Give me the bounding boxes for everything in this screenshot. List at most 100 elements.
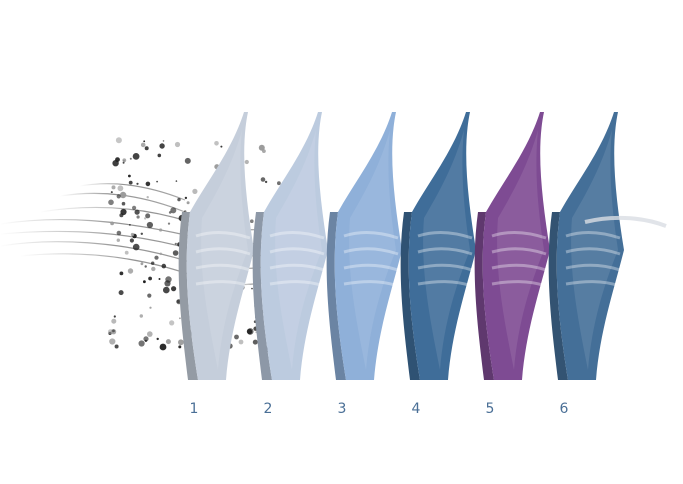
dust-particle [156,337,159,341]
dust-particle [127,174,131,178]
dust-particle [169,320,175,326]
dust-particle [119,213,124,218]
dust-particle [128,180,133,185]
dust-particle [262,149,266,154]
dust-particle [118,290,124,296]
layer-number-1: 1 [189,401,199,417]
dust-particle [116,194,121,199]
dust-particle [122,161,125,164]
dust-particle [184,157,191,164]
dust-particle [277,181,281,186]
clean-air-stream [584,215,667,228]
dust-particle [184,196,188,200]
dust-particle [145,213,151,219]
dust-particle [159,228,163,232]
layer-airflow [417,230,473,288]
dust-particle [144,265,147,268]
dust-particle [157,153,162,158]
dust-particle [220,145,223,148]
dust-particle [149,306,152,309]
dust-particle [146,196,149,199]
layer-number-3: 3 [337,401,347,417]
dust-particle [108,199,114,206]
dust-particle [136,182,139,185]
layer-number-6: 6 [559,401,569,417]
dust-particle [143,280,146,284]
layer-edge [400,212,420,380]
dust-particle [164,280,171,287]
layer-highlight [571,130,618,370]
layer-number-4: 4 [411,401,421,417]
dust-particle [174,242,177,245]
dust-particle [151,261,155,265]
layer-airflow [565,230,621,288]
dust-particle [162,140,165,142]
dust-particle [148,276,153,281]
dust-particle [144,146,149,151]
filter-layer-4 [400,112,476,380]
layer-highlight [497,130,544,370]
layer-highlight [349,130,396,370]
dust-particle [143,140,146,143]
layer-edge [252,212,272,380]
dust-particle [177,197,181,202]
dust-particle [117,185,124,192]
dust-particle [244,159,249,165]
dust-particle [124,250,129,255]
dust-particle [138,340,145,347]
dust-particle [178,339,184,346]
layer-edge [326,212,346,380]
dust-particle [214,141,219,146]
layer-number-5: 5 [485,401,495,417]
dust-particle [147,293,152,298]
dust-particle [154,255,159,260]
dust-particle [158,278,161,280]
dust-particle [163,286,170,294]
dust-particle [134,209,140,215]
dust-particle [119,191,127,199]
dust-particle [238,339,244,345]
dust-particle [159,143,165,149]
layer-airflow [343,230,399,288]
dust-particle [110,191,113,194]
dust-particle [156,180,159,183]
dust-particle [159,252,163,256]
dust-particle [145,181,151,187]
dust-particle [161,263,167,269]
dust-particle [112,329,115,333]
layer-airflow [269,230,325,288]
dust-particle [121,201,126,206]
dust-particle [192,188,198,194]
dust-particle [132,205,137,210]
dust-particle [127,268,134,274]
dust-particle [250,219,254,223]
dust-particle [119,271,124,276]
dust-particle [129,157,132,160]
dust-particle [176,299,180,304]
dust-particle [130,232,135,237]
dust-particle [252,339,258,345]
layer-edge [548,212,568,380]
layer-highlight [275,130,322,370]
dust-particle [147,331,153,337]
dust-particle [140,232,143,235]
dust-particle [139,314,143,318]
dust-particle [140,142,146,148]
dust-particle [246,328,253,335]
dust-particle [151,266,156,272]
filter-layer-2 [252,112,328,380]
dust-particle [143,336,149,342]
dust-particle [144,339,147,342]
layer-edge [474,212,494,380]
dust-particle [172,250,179,256]
dust-particle [129,238,134,243]
dust-particle [168,211,172,214]
filter-layer-5 [474,112,550,380]
dust-particle [146,221,153,229]
layer-airflow [195,230,251,288]
dust-particle [114,344,119,349]
dust-particle [170,207,177,214]
dust-particle [174,141,181,148]
filter-layers [178,112,624,380]
